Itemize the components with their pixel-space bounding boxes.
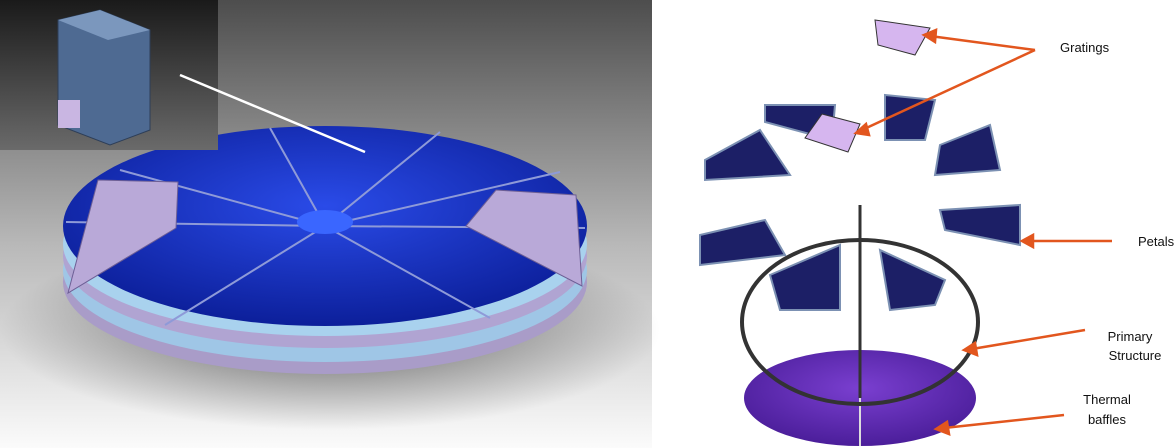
label: Petals [1138, 234, 1175, 249]
exploded-view [699, 19, 1112, 446]
label: Structure [1109, 348, 1162, 363]
render-view [0, 0, 660, 448]
label: Gratings [1060, 40, 1110, 55]
label: Thermal [1083, 392, 1131, 407]
label: baffles [1088, 412, 1127, 427]
label: Primary [1108, 329, 1153, 344]
labels: Gratings Petals Primary Structure Therma… [1060, 40, 1175, 427]
